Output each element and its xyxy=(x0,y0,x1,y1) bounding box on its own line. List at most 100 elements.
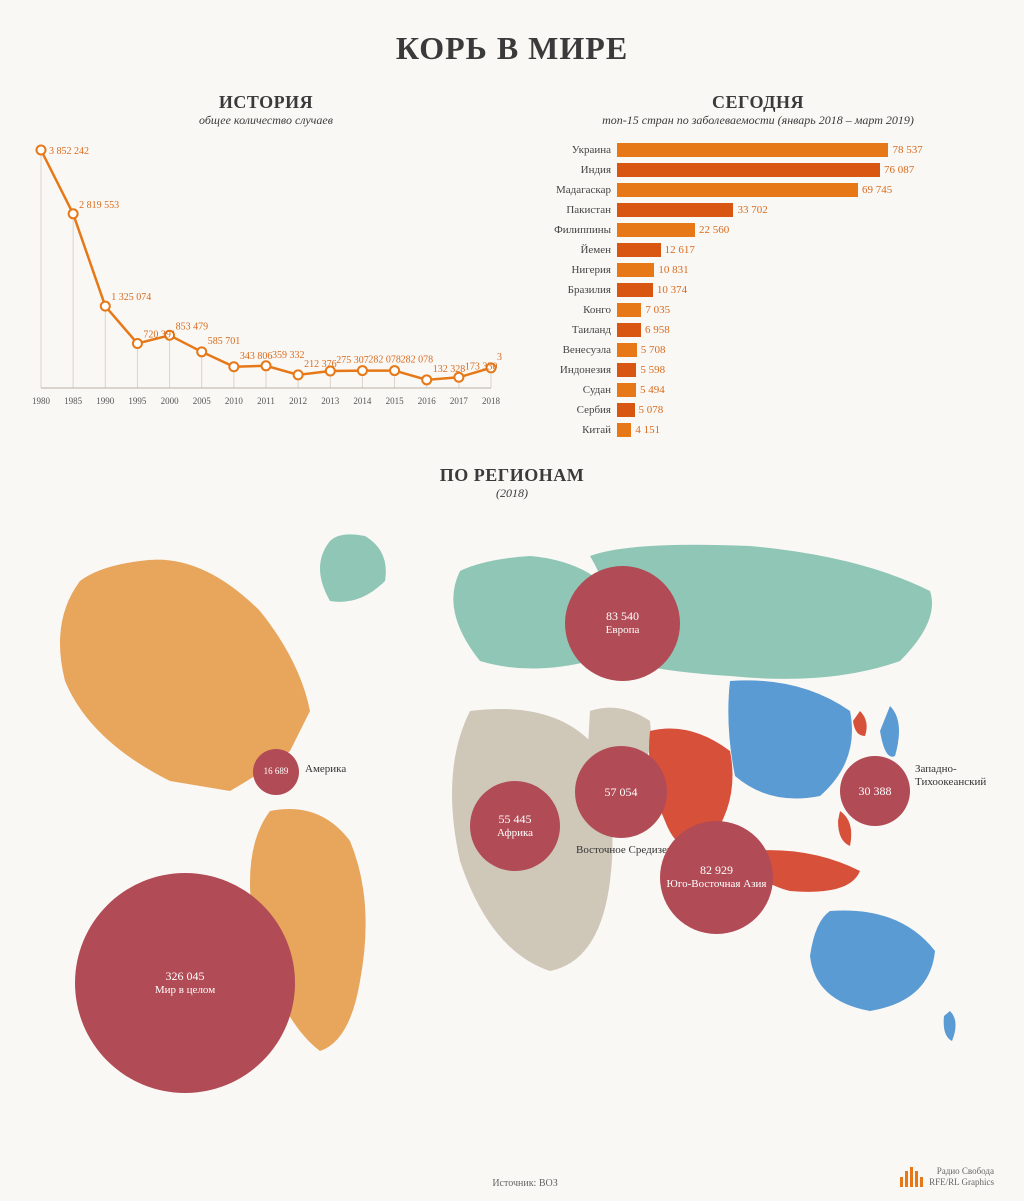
bubble-value: 55 445 xyxy=(499,812,532,827)
map-philippines xyxy=(838,811,851,846)
bar-country-label: Мадагаскар xyxy=(522,184,617,196)
bar-value-label: 5 494 xyxy=(636,384,665,396)
bubble-ext-label: Америка xyxy=(305,763,346,776)
bar-country-label: Пакистан xyxy=(522,204,617,216)
bar-value-label: 6 958 xyxy=(641,324,670,336)
bar-value-label: 10 374 xyxy=(653,284,687,296)
bar-fill xyxy=(617,143,888,157)
bar-row: Китай4 151 xyxy=(522,420,994,440)
svg-text:132 328: 132 328 xyxy=(433,364,466,375)
bar-fill xyxy=(617,323,641,337)
region-bubble-america: 16 689 xyxy=(253,749,299,795)
credit-brand: Радио Свобода xyxy=(929,1166,994,1178)
bar-fill xyxy=(617,223,695,237)
credits: Радио Свобода RFE/RL Graphics xyxy=(900,1166,994,1189)
bar-fill xyxy=(617,343,637,357)
bar-country-label: Индия xyxy=(522,164,617,176)
bubble-name: Европа xyxy=(606,624,640,638)
svg-text:2018: 2018 xyxy=(482,396,501,406)
bar-track: 78 537 xyxy=(617,143,994,157)
bubble-name: Мир в целом xyxy=(155,984,215,998)
line-chart-svg: 3 852 2422 819 5531 325 074720 391853 47… xyxy=(30,140,502,410)
bar-row: Бразилия 10 374 xyxy=(522,280,994,300)
svg-text:173 330: 173 330 xyxy=(465,361,498,372)
bar-country-label: Бразилия xyxy=(522,284,617,296)
region-bubble-africa: 55 445Африка xyxy=(470,781,560,871)
svg-text:282 078: 282 078 xyxy=(401,355,434,366)
bubble-value: 326 045 xyxy=(166,969,205,984)
bar-value-label: 69 745 xyxy=(858,184,892,196)
footer: Источник: ВОЗ Радио Свобода RFE/RL Graph… xyxy=(0,1166,1024,1189)
bar-fill xyxy=(617,423,631,437)
bubble-name: Юго-Восточная Азия xyxy=(667,878,767,892)
bar-fill xyxy=(617,303,641,317)
bar-row: Сербия5 078 xyxy=(522,400,994,420)
svg-text:2005: 2005 xyxy=(193,396,212,406)
svg-text:1995: 1995 xyxy=(128,396,147,406)
svg-text:2014: 2014 xyxy=(353,396,372,406)
today-subtitle: топ-15 стран по заболеваемости (январь 2… xyxy=(522,113,994,128)
svg-text:1 325 074: 1 325 074 xyxy=(111,292,151,303)
svg-text:2013: 2013 xyxy=(321,396,340,406)
bar-country-label: Судан xyxy=(522,384,617,396)
map-nz xyxy=(944,1011,956,1041)
bar-fill xyxy=(617,383,636,397)
bar-fill xyxy=(617,263,654,277)
bar-value-label: 5 078 xyxy=(635,404,664,416)
svg-text:2012: 2012 xyxy=(289,396,307,406)
bar-track: 33 702 xyxy=(617,203,994,217)
bar-row: Таиланд 6 958 xyxy=(522,320,994,340)
region-bubble-europe: 83 540Европа xyxy=(565,566,680,681)
bar-value-label: 78 537 xyxy=(888,144,922,156)
bar-fill xyxy=(617,243,661,257)
today-panel: СЕГОДНЯ топ-15 стран по заболеваемости (… xyxy=(522,92,994,450)
svg-text:326 045: 326 045 xyxy=(497,352,502,363)
region-bubble-seasia: 82 929Юго-Восточная Азия xyxy=(660,821,773,934)
bar-track: 7 035 xyxy=(617,303,994,317)
svg-text:275 307: 275 307 xyxy=(336,355,369,366)
svg-text:343 806: 343 806 xyxy=(240,351,273,362)
region-bubble-world: 326 045Мир в целом xyxy=(75,873,295,1093)
svg-text:2015: 2015 xyxy=(386,396,405,406)
main-title: КОРЬ В МИРЕ xyxy=(0,0,1024,92)
svg-text:3 852 242: 3 852 242 xyxy=(49,146,89,157)
svg-text:282 078: 282 078 xyxy=(368,355,401,366)
svg-text:720 391: 720 391 xyxy=(143,329,176,340)
bar-fill xyxy=(617,363,636,377)
bar-fill xyxy=(617,203,733,217)
bar-value-label: 4 151 xyxy=(631,424,660,436)
svg-text:359 332: 359 332 xyxy=(272,350,305,361)
bar-country-label: Йемен xyxy=(522,244,617,256)
bar-value-label: 5 708 xyxy=(637,344,666,356)
bar-row: Венесуэла 5 708 xyxy=(522,340,994,360)
bar-track: 5 078 xyxy=(617,403,994,417)
credit-graphics: RFE/RL Graphics xyxy=(929,1177,994,1189)
bar-fill xyxy=(617,403,635,417)
history-title: ИСТОРИЯ xyxy=(30,92,502,113)
bar-country-label: Венесуэла xyxy=(522,344,617,356)
bar-row: Конго7 035 xyxy=(522,300,994,320)
bar-country-label: Таиланд xyxy=(522,324,617,336)
bar-country-label: Конго xyxy=(522,304,617,316)
bar-fill xyxy=(617,283,653,297)
svg-text:2017: 2017 xyxy=(450,396,469,406)
bar-row: Нигерия10 831 xyxy=(522,260,994,280)
bar-row: Йемен12 617 xyxy=(522,240,994,260)
bar-value-label: 76 087 xyxy=(880,164,914,176)
bubble-value: 30 388 xyxy=(859,784,892,799)
bar-country-label: Украина xyxy=(522,144,617,156)
bar-fill xyxy=(617,183,858,197)
bar-row: Украина 78 537 xyxy=(522,140,994,160)
map-east-asia xyxy=(728,680,852,798)
history-line-chart: 3 852 2422 819 5531 325 074720 391853 47… xyxy=(30,140,502,410)
svg-text:1985: 1985 xyxy=(64,396,83,406)
bar-value-label: 22 560 xyxy=(695,224,729,236)
svg-text:853 479: 853 479 xyxy=(176,321,209,332)
region-bubble-emed: 57 054 xyxy=(575,746,667,838)
svg-text:1980: 1980 xyxy=(32,396,51,406)
bar-value-label: 10 831 xyxy=(654,264,688,276)
map-korea xyxy=(853,711,867,736)
bar-track: 69 745 xyxy=(617,183,994,197)
svg-text:2016: 2016 xyxy=(418,396,437,406)
top-row: ИСТОРИЯ общее количество случаев 3 852 2… xyxy=(0,92,1024,450)
